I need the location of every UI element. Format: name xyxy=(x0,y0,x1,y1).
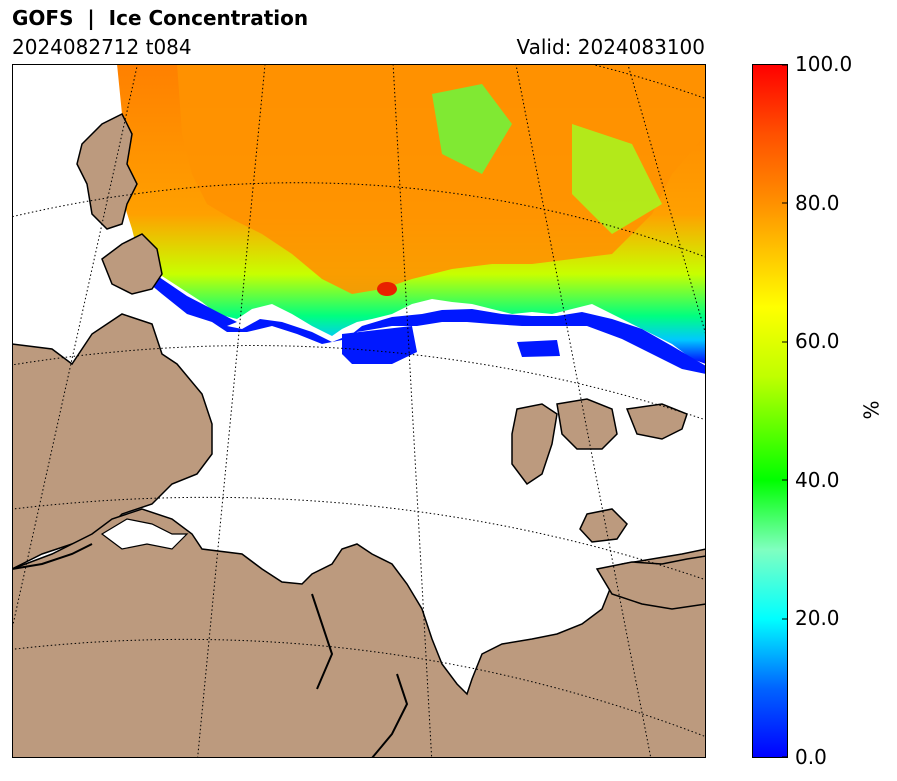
ice-edge-low xyxy=(142,264,706,374)
colorbar-unit: % xyxy=(859,400,884,420)
colorbar-tick-100: 100.0 xyxy=(795,52,853,76)
colorbar-gradient xyxy=(752,64,788,758)
ice-concentration-map xyxy=(12,64,706,758)
valid-timestamp: Valid: 2024083100 xyxy=(516,35,705,59)
island-east xyxy=(625,403,688,440)
franz-josef-land xyxy=(101,233,163,295)
map-title: GOFS | Ice Concentration xyxy=(12,6,309,30)
ice-blob-east xyxy=(517,340,560,357)
colorbar-ticks xyxy=(782,64,788,758)
river-2 xyxy=(311,593,334,690)
colorbar-tick-20: 20.0 xyxy=(795,606,840,630)
scandinavia-kola xyxy=(12,313,213,570)
ice-green-patch-2 xyxy=(572,124,662,234)
run-timestamp: 2024082712 t084 xyxy=(12,35,192,59)
ice-green-patch-1 xyxy=(432,84,512,174)
colorbar-tick-40: 40.0 xyxy=(795,468,840,492)
white-sea xyxy=(100,518,189,550)
map-frame xyxy=(12,64,706,758)
ice-red-spot xyxy=(377,282,397,296)
colorbar-tick-0: 0.0 xyxy=(795,745,827,769)
graticule xyxy=(12,64,706,758)
taymyr xyxy=(595,555,706,610)
colorbar xyxy=(752,64,788,758)
ice-high-concentration xyxy=(177,64,706,294)
ice-blob-kara xyxy=(342,326,417,364)
island-southeast xyxy=(579,508,628,543)
river-3 xyxy=(371,673,409,758)
river-1 xyxy=(12,543,93,570)
colorbar-tick-60: 60.0 xyxy=(795,329,840,353)
colorbar-tick-80: 80.0 xyxy=(795,191,840,215)
novaya-zemlya-north xyxy=(511,403,558,486)
landmasses xyxy=(12,112,706,758)
severnaya-zemlya xyxy=(556,398,618,450)
